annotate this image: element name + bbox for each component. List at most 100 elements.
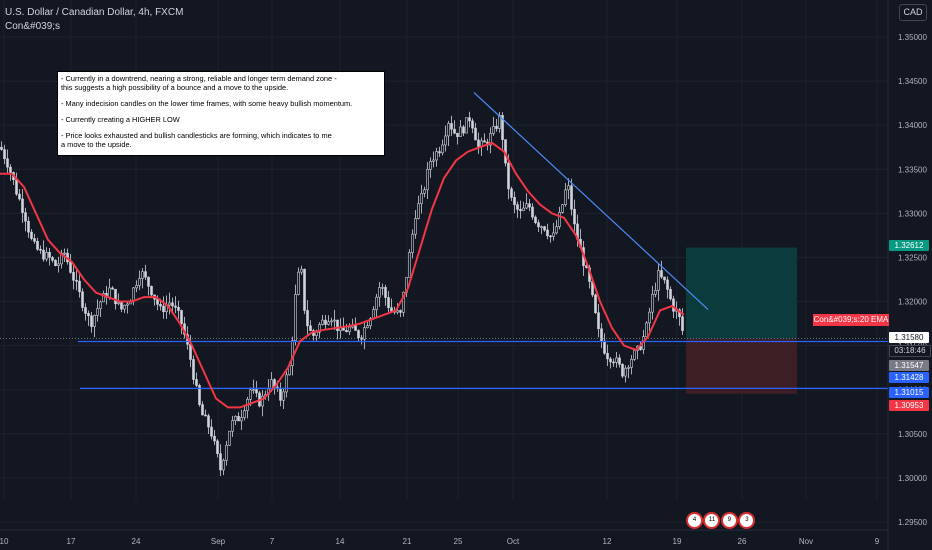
candle-body — [87, 313, 90, 317]
candle — [81, 288, 84, 312]
candle — [438, 146, 441, 157]
candle-body — [507, 162, 510, 190]
price-tick-label: 1.34500 — [898, 77, 927, 86]
candle — [627, 365, 630, 379]
candle — [246, 396, 249, 419]
candle — [279, 382, 282, 407]
candle — [555, 219, 558, 235]
candle-body — [402, 291, 405, 313]
candle — [648, 307, 651, 332]
candle-body — [135, 285, 138, 289]
candle-body — [132, 287, 135, 302]
candle-body — [516, 204, 519, 210]
candle — [177, 300, 180, 320]
candle-body — [300, 268, 303, 273]
candle — [381, 283, 384, 296]
time-tick-label: 14 — [336, 537, 345, 546]
ema-20-line — [0, 141, 685, 409]
candle — [162, 296, 165, 319]
candle — [210, 419, 213, 440]
candle-body — [249, 389, 252, 400]
candle-body — [432, 159, 435, 162]
candle — [594, 293, 597, 314]
candle-body — [321, 319, 324, 325]
candle-body — [144, 271, 147, 278]
candle-body — [198, 385, 201, 405]
candle — [42, 240, 45, 262]
candle — [447, 120, 450, 146]
candle — [36, 237, 39, 251]
time-tick-label: 21 — [403, 537, 412, 546]
candle — [228, 430, 231, 446]
currency-button[interactable]: CAD — [899, 4, 927, 21]
candle — [213, 429, 216, 446]
candle — [456, 132, 459, 145]
candle-body — [648, 311, 651, 324]
candle-body — [30, 231, 33, 239]
candle-body — [633, 350, 636, 360]
candle-body — [552, 232, 555, 237]
candle-body — [177, 307, 180, 311]
candle-body — [450, 123, 453, 130]
candle-body — [372, 309, 375, 319]
candle-body — [435, 151, 438, 161]
candle — [261, 389, 264, 417]
candle — [147, 276, 150, 296]
candle-body — [207, 415, 210, 428]
candle — [309, 320, 312, 332]
candle-body — [357, 330, 360, 339]
candle-body — [297, 271, 300, 295]
candle-body — [96, 308, 99, 316]
candle — [27, 216, 30, 238]
candle — [336, 319, 339, 340]
candle — [96, 299, 99, 322]
candle — [333, 309, 336, 331]
candle — [567, 178, 570, 200]
candle-body — [369, 318, 372, 327]
event-icon[interactable]: 3 — [738, 512, 756, 529]
event-icon[interactable]: 9 — [720, 512, 738, 529]
candle-body — [453, 128, 456, 134]
candle-body — [570, 185, 573, 210]
candle — [549, 235, 552, 243]
candle — [33, 233, 36, 244]
economic-events[interactable]: 4 11 9 3 — [686, 508, 756, 529]
candle — [15, 172, 18, 196]
candle-body — [477, 139, 480, 147]
candle-body — [54, 259, 57, 266]
candle-body — [333, 319, 336, 322]
position-zones — [686, 247, 797, 394]
candle-body — [219, 453, 222, 471]
candle-body — [93, 315, 96, 327]
candle — [495, 119, 498, 132]
candle-body — [84, 307, 87, 314]
candle-body — [384, 287, 387, 298]
candle-body — [348, 326, 351, 333]
candle-body — [534, 216, 537, 224]
candle-body — [681, 316, 684, 331]
analysis-note[interactable]: - Currently in a downtrend, nearing a st… — [57, 71, 385, 156]
candle-body — [672, 298, 675, 312]
candle-body — [501, 115, 504, 140]
candle-body — [240, 417, 243, 422]
candle-body — [222, 459, 225, 471]
candle-body — [567, 185, 570, 191]
candle-body — [36, 240, 39, 250]
time-tick-label: 19 — [673, 537, 682, 546]
event-icon[interactable]: 4 — [686, 512, 703, 529]
candle-body — [225, 444, 228, 461]
candle-body — [609, 358, 612, 363]
candle — [231, 415, 234, 438]
candle — [459, 120, 462, 137]
candles — [0, 111, 684, 476]
candle-body — [573, 208, 576, 225]
candle — [75, 270, 78, 291]
candle-body — [414, 218, 417, 235]
candle — [255, 381, 258, 398]
candle-body — [180, 310, 183, 325]
candle — [87, 310, 90, 326]
candle — [207, 413, 210, 435]
candle-body — [270, 379, 273, 390]
candle-body — [462, 126, 465, 134]
